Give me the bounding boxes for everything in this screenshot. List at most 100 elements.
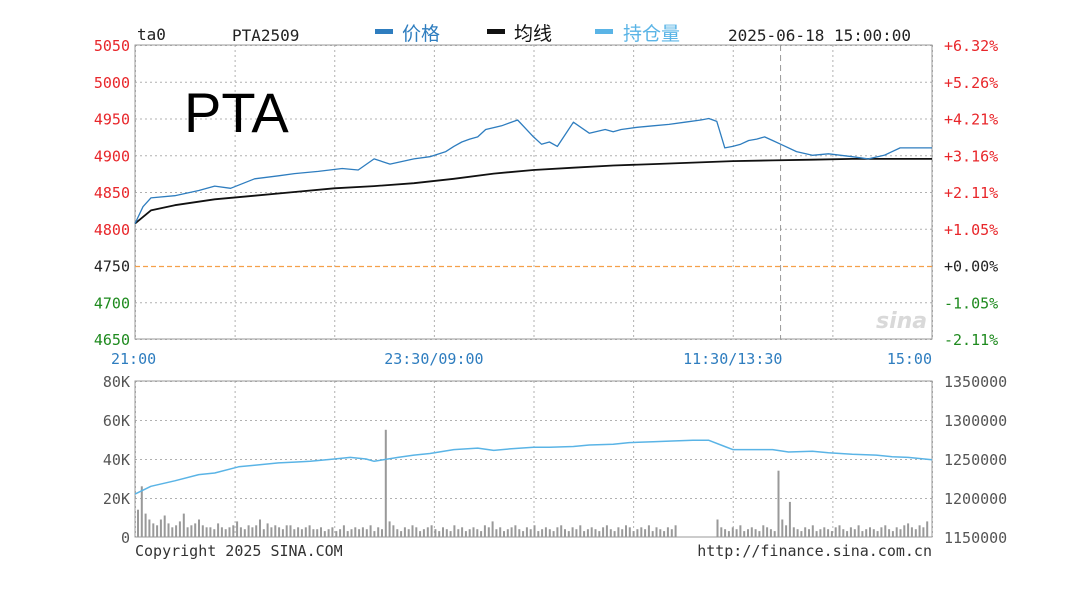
volume-bar bbox=[339, 529, 342, 537]
volume-bar bbox=[152, 523, 155, 537]
volume-bar bbox=[373, 531, 376, 537]
volume-bar bbox=[735, 529, 738, 537]
volume-bar bbox=[918, 525, 921, 537]
volume-bar bbox=[236, 521, 239, 537]
volume-bars bbox=[137, 429, 929, 538]
volume-bar bbox=[198, 519, 200, 537]
volume-bar bbox=[625, 525, 627, 537]
volume-bar bbox=[579, 525, 582, 537]
price-tick-label: 5000 bbox=[94, 74, 130, 92]
volume-bar bbox=[575, 529, 578, 537]
volume-bar bbox=[861, 531, 864, 537]
volume-bar bbox=[773, 531, 776, 537]
open-interest-tick-label: 1300000 bbox=[944, 412, 1007, 430]
volume-bar bbox=[640, 527, 643, 538]
volume-bar bbox=[312, 529, 315, 537]
volume-bar bbox=[674, 525, 677, 537]
volume-bar bbox=[487, 527, 490, 538]
volume-bar bbox=[506, 529, 509, 537]
volume-bar bbox=[880, 527, 883, 538]
legend-avg-label: 均线 bbox=[514, 23, 552, 45]
volume-bar bbox=[556, 527, 559, 538]
volume-bar bbox=[849, 527, 852, 538]
volume-bar bbox=[281, 529, 284, 537]
volume-bar bbox=[655, 527, 658, 538]
volume-bar bbox=[259, 519, 261, 537]
volume-bar bbox=[914, 529, 917, 537]
volume-bar bbox=[358, 529, 361, 537]
volume-bar bbox=[438, 531, 441, 537]
volume-bar bbox=[476, 529, 479, 537]
volume-bar bbox=[537, 531, 540, 537]
volume-bar bbox=[381, 529, 383, 537]
volume-bar bbox=[666, 527, 669, 538]
volume-bar bbox=[583, 531, 586, 537]
volume-bar bbox=[514, 525, 517, 537]
volume-bar bbox=[567, 531, 570, 537]
volume-tick-label: 80K bbox=[103, 373, 130, 391]
volume-bar bbox=[186, 527, 189, 538]
volume-bar bbox=[228, 527, 231, 538]
percent-tick-label: +0.00% bbox=[944, 258, 998, 276]
percent-tick-label: -1.05% bbox=[944, 294, 998, 312]
volume-bar bbox=[522, 531, 525, 537]
volume-bar bbox=[300, 529, 303, 537]
volume-bar bbox=[449, 531, 452, 537]
volume-bar bbox=[609, 529, 612, 537]
volume-grid bbox=[135, 381, 933, 537]
symbol-label: ta0 bbox=[137, 25, 166, 44]
volume-bar bbox=[144, 513, 147, 537]
volume-bar bbox=[148, 519, 151, 537]
volume-bar bbox=[209, 527, 212, 538]
volume-bar bbox=[727, 531, 730, 537]
volume-bar bbox=[190, 525, 193, 537]
volume-bar bbox=[285, 525, 288, 537]
volume-bar bbox=[621, 529, 624, 537]
volume-bar bbox=[407, 529, 410, 537]
volume-bar bbox=[811, 525, 814, 537]
volume-bar bbox=[788, 501, 791, 537]
volume-bar bbox=[232, 525, 235, 537]
volume-bar bbox=[289, 525, 292, 537]
volume-bar bbox=[278, 527, 281, 538]
volume-bar bbox=[445, 529, 448, 537]
percent-tick-label: +5.26% bbox=[944, 74, 998, 92]
percent-tick-label: +3.16% bbox=[944, 147, 998, 165]
average-line bbox=[134, 157, 932, 225]
volume-bar bbox=[815, 531, 818, 537]
volume-bar bbox=[182, 513, 185, 537]
volume-bar bbox=[796, 529, 799, 537]
volume-bar bbox=[830, 531, 833, 537]
volume-bar bbox=[869, 527, 871, 538]
volume-bar bbox=[907, 523, 910, 537]
datetime-label: 2025-06-18 15:00:00 bbox=[728, 26, 911, 45]
volume-bar bbox=[293, 529, 296, 537]
volume-bar bbox=[419, 531, 422, 537]
volume-bar bbox=[350, 529, 353, 537]
legend-price-swatch bbox=[375, 29, 393, 34]
volume-bar bbox=[758, 531, 761, 537]
volume-bar bbox=[903, 525, 906, 537]
volume-bar bbox=[304, 527, 307, 538]
volume-bar bbox=[922, 527, 925, 538]
volume-bar bbox=[400, 531, 403, 537]
volume-bar bbox=[564, 529, 566, 537]
volume-bar bbox=[194, 523, 197, 537]
average-series-line bbox=[134, 157, 932, 225]
time-tick-label: 23:30/09:00 bbox=[384, 350, 483, 368]
volume-bar bbox=[171, 527, 174, 538]
volume-bar bbox=[346, 531, 349, 537]
volume-bar bbox=[857, 525, 860, 537]
volume-bar bbox=[541, 529, 544, 537]
volume-bar bbox=[140, 486, 143, 537]
volume-bar bbox=[808, 529, 810, 537]
source-url[interactable]: http://finance.sina.com.cn bbox=[697, 542, 932, 560]
volume-bar bbox=[270, 527, 273, 538]
volume-bar bbox=[247, 525, 250, 537]
volume-bar bbox=[178, 521, 181, 537]
volume-bar bbox=[251, 527, 254, 538]
volume-bar bbox=[159, 519, 162, 537]
volume-bar bbox=[503, 531, 505, 537]
percent-tick-label: +6.32% bbox=[944, 37, 998, 55]
volume-bar bbox=[834, 527, 837, 538]
